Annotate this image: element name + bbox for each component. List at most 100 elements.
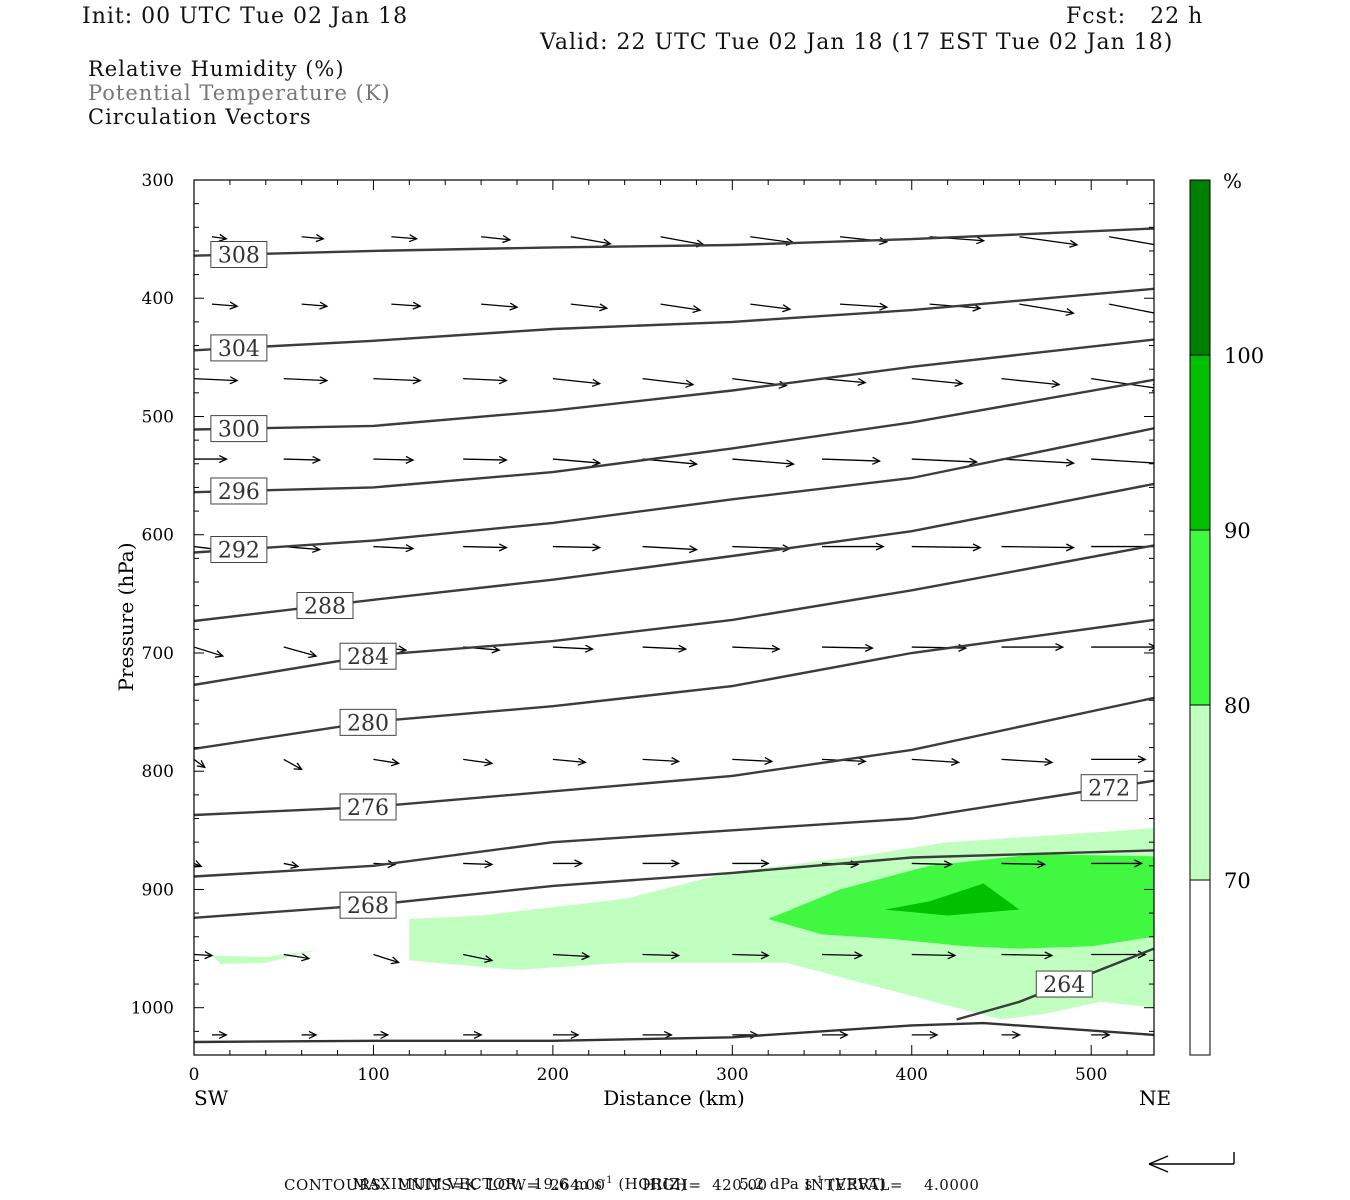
- vector-shaft: [1109, 303, 1154, 314]
- vector-head: [1012, 1030, 1021, 1039]
- y-tick-label: 500: [142, 407, 174, 427]
- vector-shaft: [732, 458, 794, 465]
- vector-shaft: [642, 545, 697, 551]
- circulation-vector: [1091, 755, 1147, 764]
- circulation-vector: [283, 455, 322, 464]
- vector-shaft: [732, 758, 772, 763]
- circulation-vector: [283, 758, 304, 771]
- theta-label-box-276: [339, 793, 397, 821]
- vector-head: [1051, 379, 1061, 389]
- vector-head: [574, 859, 584, 868]
- theta-label-box-304: [210, 334, 268, 362]
- vector-head: [390, 956, 401, 965]
- vector-head: [1055, 643, 1065, 652]
- vector-head: [204, 951, 214, 960]
- vector-shaft: [463, 758, 493, 765]
- vector-shaft: [1001, 953, 1052, 957]
- circulation-vector: [642, 378, 695, 388]
- circulation-vector: [194, 376, 239, 385]
- vector-shaft: [463, 545, 507, 549]
- vector-head: [954, 378, 964, 388]
- colorbar-tick-label: 90: [1224, 519, 1251, 543]
- vector-shaft: [570, 236, 611, 245]
- vector-shaft: [391, 236, 417, 240]
- vector-shaft: [552, 953, 589, 958]
- vector-shaft: [373, 545, 414, 550]
- max-vector-line: MAXIMUM VECTOR: 19.6 m s-1 (HORIZ) 5.2 d…: [342, 1157, 886, 1193]
- vector-head: [509, 302, 519, 311]
- vector-head: [214, 650, 225, 658]
- theta-label-box-300: [210, 415, 268, 443]
- circulation-vector: [1109, 236, 1154, 246]
- vector-head: [972, 543, 982, 552]
- rh-region-70-1: [211, 949, 320, 964]
- circulation-vector: [911, 543, 982, 552]
- vector-head: [771, 644, 781, 653]
- vector-head: [387, 860, 397, 869]
- vector-shaft: [552, 458, 600, 464]
- vector-shaft: [822, 458, 880, 462]
- vector-shaft: [1001, 862, 1045, 866]
- theta-label-272: 272: [1088, 777, 1130, 802]
- vector-shaft: [1019, 303, 1074, 314]
- vector-head: [390, 758, 401, 767]
- theta-label-296: 296: [218, 480, 260, 505]
- init-time: Init: 00 UTC Tue 02 Jan 18: [82, 4, 409, 29]
- vector-shaft: [283, 862, 299, 868]
- circulation-vector: [463, 543, 508, 552]
- vector-shaft: [301, 303, 327, 307]
- circulation-vector: [301, 301, 329, 310]
- circulation-vector: [732, 644, 781, 653]
- circulation-vector: [1001, 543, 1076, 552]
- vector-head: [319, 376, 329, 385]
- vector-shaft: [552, 758, 586, 764]
- rh-fill-layer: [211, 828, 1154, 1020]
- circulation-vector: [301, 1030, 318, 1039]
- colorbar-tick-label: 100: [1224, 344, 1264, 368]
- vector-shaft: [911, 545, 981, 549]
- circulation-vector: [1091, 643, 1154, 652]
- field-relative-humidity: Relative Humidity (%): [88, 57, 345, 81]
- vector-head: [599, 303, 609, 312]
- rh-region-90-3: [884, 883, 1020, 916]
- vector-head: [408, 234, 419, 243]
- vector-head: [484, 955, 494, 964]
- vector-head: [688, 545, 699, 554]
- vector-shaft: [570, 303, 607, 309]
- circulation-vector: [463, 953, 494, 964]
- circulation-vector: [373, 1030, 390, 1039]
- vector-head: [584, 644, 594, 653]
- theta-label-box-288: [296, 592, 354, 620]
- vector-head: [484, 860, 494, 869]
- max-vector-label: MAXIMUM VECTOR:: [352, 1175, 523, 1193]
- vector-shaft: [373, 953, 399, 964]
- vector-head: [1160, 543, 1167, 550]
- vector-head: [498, 455, 508, 464]
- theta-label-280: 280: [347, 711, 389, 736]
- vector-head: [875, 542, 885, 551]
- circulation-vector: [463, 758, 494, 767]
- vector-head: [315, 234, 325, 243]
- circulation-vector: [1091, 458, 1154, 464]
- circulation-vector: [552, 952, 591, 961]
- circulation-vector: [570, 236, 612, 247]
- y-tick-label: 400: [142, 289, 174, 309]
- vector-head: [412, 376, 422, 385]
- vector-head: [1069, 239, 1079, 248]
- colorbar-tick-label: 80: [1224, 694, 1251, 718]
- vector-head: [1148, 643, 1154, 652]
- valid-time: Valid: 22 UTC Tue 02 Jan 18 (17 EST Tue …: [540, 30, 1174, 55]
- circulation-vector: [1019, 236, 1079, 248]
- circulation-vector: [1001, 1030, 1021, 1039]
- vector-shaft: [1001, 378, 1060, 386]
- circulation-vector: [911, 457, 979, 466]
- circulation-vector: [373, 455, 415, 464]
- vector-shaft: [750, 236, 794, 244]
- vector-head: [229, 376, 239, 385]
- circulation-vector: [642, 1030, 673, 1039]
- circulation-vector: [732, 458, 795, 468]
- circulation-vector: [283, 646, 318, 659]
- vector-head: [968, 457, 979, 466]
- vector-shaft: [911, 953, 955, 957]
